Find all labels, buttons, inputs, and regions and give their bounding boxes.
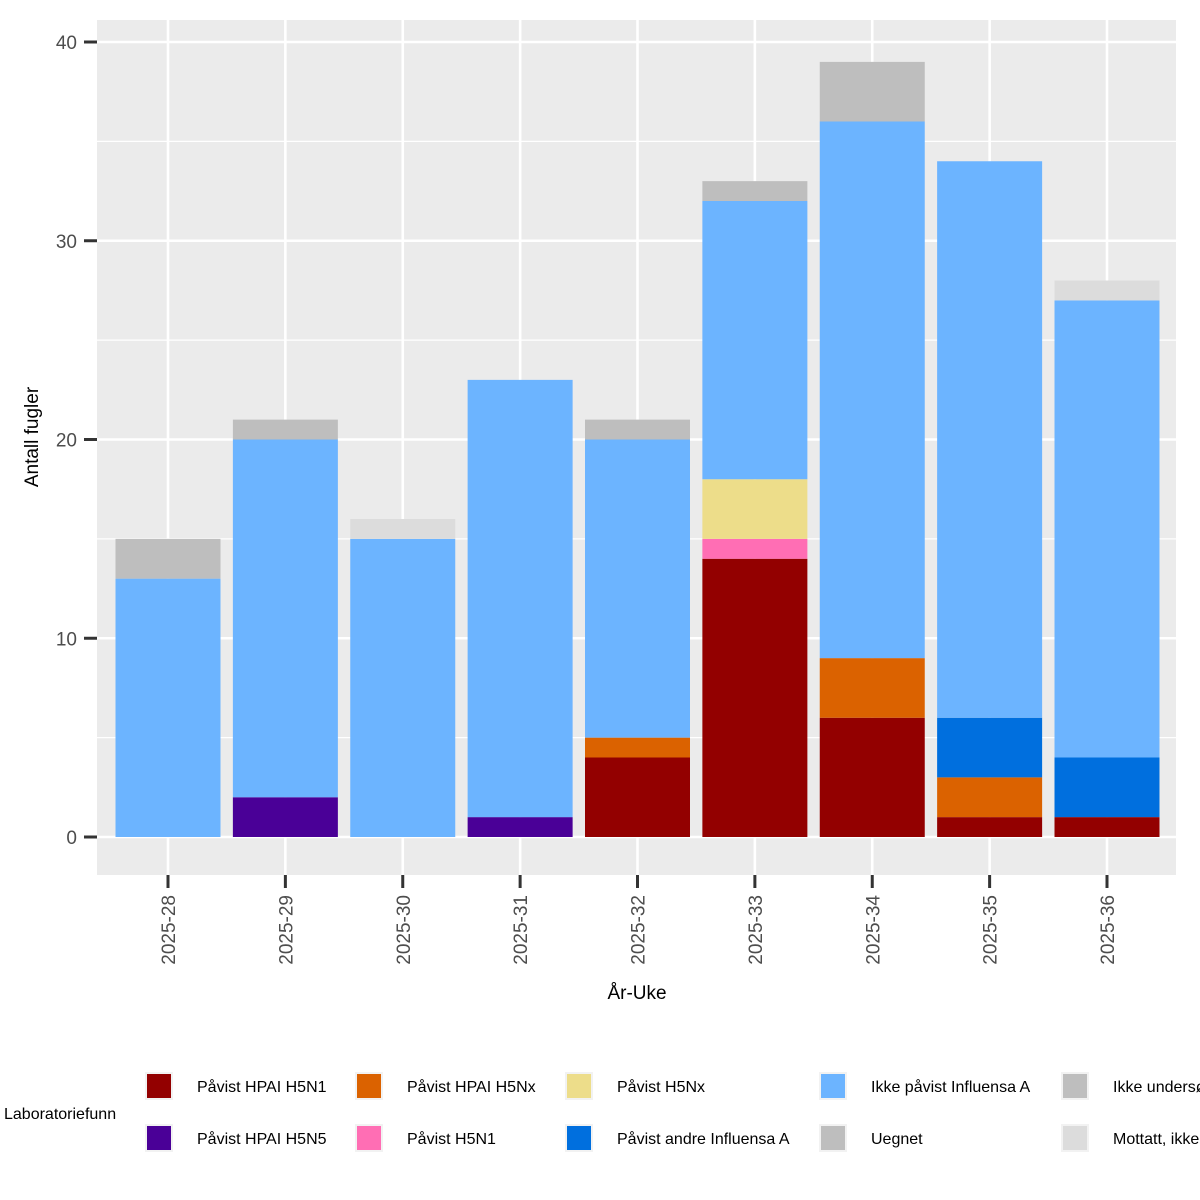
bar-segment [1054,817,1160,837]
legend-label: Ikke påvist Influensa A [871,1078,1031,1096]
legend-label: Mottatt, ikke undersøkt [1113,1131,1200,1148]
x-tick-label: 2025-35 [981,895,1002,965]
y-tick-label: 30 [56,232,77,253]
legend-label: Påvist HPAI H5N5 [197,1130,327,1148]
legend-key [821,1126,845,1150]
bar-segment [702,201,808,480]
bar-segment [702,538,808,559]
bar-segment [819,61,925,122]
bar-segment [585,737,690,758]
bar-segment [467,817,573,837]
bars [115,61,1160,837]
bar-segment [937,717,1043,778]
bar-segment [702,181,808,201]
bar-segment [702,558,808,837]
bar-segment [585,439,690,738]
legend-key [147,1074,171,1098]
legend: Påvist HPAI H5N1 Påvist HPAI H5N5 Påvist H… [145,1072,1200,1152]
x-tick-label: 2025-34 [863,895,884,965]
x-tick-label: 2025-30 [394,895,415,965]
x-tick-label: 2025-29 [276,895,297,965]
bar-segment [937,161,1043,718]
bar-segment [702,479,808,539]
y-tick-label: 40 [56,33,77,54]
legend-label: Påvist HPAI H5N1 [197,1078,327,1096]
x-axis-label: År-Uke [607,983,666,1004]
y-tick-label: 10 [56,629,77,650]
bar-segment [585,757,690,837]
legend-label: Uegnet [871,1131,923,1148]
bar-segment [819,658,925,718]
legend-key [1063,1074,1087,1098]
legend-key [357,1074,381,1098]
y-tick-label: 0 [66,828,77,849]
bar-segment [115,578,221,837]
y-axis-label: Antall fugler [22,386,43,487]
legend-label: Ikke undersøkt [1113,1079,1200,1096]
legend-label: Påvist H5Nx [617,1078,705,1096]
x-tick-label: 2025-36 [1098,895,1119,965]
legend-label: Påvist H5N1 [407,1130,496,1148]
bar-segment [467,379,573,818]
legend-key [567,1126,591,1150]
bar-segment [115,538,221,579]
legend-label: Påvist andre Influensa A [617,1130,790,1148]
x-tick-label: 2025-28 [159,895,180,965]
x-tick-label: 2025-32 [629,895,650,965]
bar-segment [232,439,338,798]
legend-title: Laboratoriefunn [4,1106,116,1123]
bar-segment [819,121,925,659]
bar-segment [1054,757,1160,818]
x-axis: 2025-28 2025-29 2025-30 2025-31 2025-32 2025-… [159,875,1119,965]
bar-segment [232,797,338,837]
bar-segment [1054,300,1160,758]
y-tick-label: 20 [56,431,77,452]
bar-segment [937,817,1043,837]
bar-segment [350,519,456,539]
legend-key [147,1126,171,1150]
bar-segment [585,419,690,440]
legend-key [1063,1126,1087,1150]
legend-key [357,1126,381,1150]
legend-key [821,1074,845,1098]
bar-segment [937,777,1043,818]
bar-segment [1054,280,1160,301]
legend-key [567,1074,591,1098]
y-axis: 0 10 20 30 40 [56,33,97,849]
bar-segment [350,538,456,837]
bar-segment [819,717,925,837]
x-tick-label: 2025-33 [746,895,767,965]
x-tick-label: 2025-31 [511,895,532,965]
legend-label: Påvist HPAI H5Nx [407,1078,536,1096]
bar-segment [232,419,338,440]
